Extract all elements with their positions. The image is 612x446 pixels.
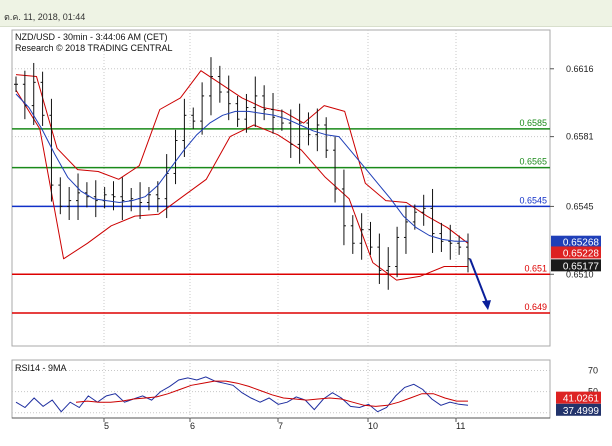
rsi-title: RSI14 - 9MA: [15, 363, 67, 373]
y-tick-labels: 0.6616 0.6581 0.6545 0.6510: [550, 64, 594, 279]
rsi-ma-line: [75, 380, 468, 407]
level-label: 0.6545: [519, 195, 547, 205]
rsi-value-box: [556, 391, 601, 404]
last-value-box: [551, 259, 601, 272]
level-label: 0.6565: [519, 157, 547, 167]
bollinger-lower-line: [15, 89, 468, 281]
last-value-box: [551, 235, 601, 248]
forecast-arrow: [469, 258, 491, 311]
level-label: 0.651: [524, 263, 547, 273]
last-value-text: 0.65268: [563, 238, 600, 249]
rsi-plot-frame: [11, 359, 551, 419]
level-label: 0.6585: [519, 118, 547, 128]
last-value-box: [551, 246, 601, 259]
rsi-tick-label: 70: [588, 366, 598, 376]
y-tick-label: 0.6581: [566, 132, 594, 142]
level-labels: 0.6585 0.6565 0.6545 0.651 0.649: [519, 118, 547, 312]
main-plot-frame: [11, 29, 551, 347]
rsi-lines: [15, 376, 469, 413]
level-label: 0.649: [524, 302, 547, 312]
rsi-value-text: 37.4999: [563, 406, 600, 417]
x-tick-label: 7: [278, 421, 283, 431]
moving-average: [15, 93, 468, 242]
y-tick-label: 0.6616: [566, 64, 594, 74]
x-tick-label: 5: [104, 421, 109, 431]
rsi-line: [15, 376, 469, 413]
rsi-tick-label: 50: [588, 387, 598, 397]
forecast-arrow-head: [482, 300, 491, 311]
x-tick-labels: 5 6 7 10 11: [103, 418, 465, 431]
timestamp-text: ต.ค. 11, 2018, 01:44: [4, 12, 86, 22]
y-tick-label: 0.6545: [566, 201, 594, 211]
support-resistance-levels: [12, 128, 550, 314]
x-tick-label: 11: [456, 421, 465, 431]
rsi-value-text: 41.0261: [563, 394, 600, 405]
forecast-arrow-shaft: [469, 258, 489, 306]
vertical-gridlines: [103, 30, 457, 418]
last-value-text: 0.65177: [563, 261, 600, 272]
x-tick-label: 10: [368, 421, 378, 431]
chart-title: NZD/USD - 30min - 3:44:06 AM (CET): [15, 32, 168, 42]
chart-subtitle: Research © 2018 TRADING CENTRAL: [15, 43, 173, 53]
rsi-value-box: [556, 403, 601, 416]
moving-average-line: [15, 93, 468, 242]
last-value-text: 0.65228: [563, 248, 600, 259]
x-tick-label: 6: [190, 421, 195, 431]
timestamp-bar: ต.ค. 11, 2018, 01:44: [0, 0, 612, 27]
y-tick-label: 0.6510: [566, 269, 594, 279]
